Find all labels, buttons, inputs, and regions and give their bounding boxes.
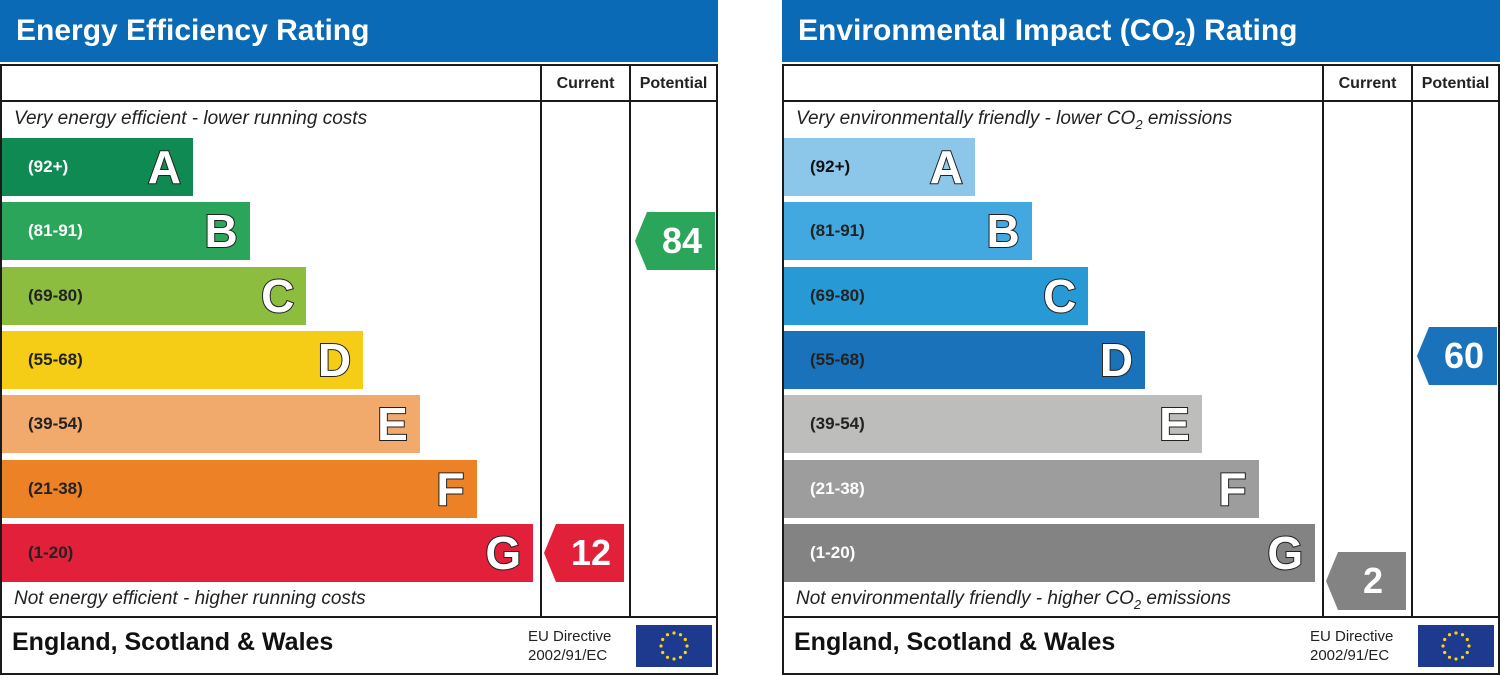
band-letter: B <box>203 204 238 258</box>
potential-rating-indicator: 84 <box>635 212 715 271</box>
band-range: (81-91) <box>810 221 865 241</box>
environmental-impact-title: Environmental Impact (CO2) Rating <box>782 0 1500 62</box>
rating-band-c: (69-80) C <box>784 266 1089 325</box>
current-rating-value: 12 <box>570 531 612 573</box>
band-range: (92+) <box>28 157 69 176</box>
band-range: (39-54) <box>28 414 83 434</box>
divider <box>0 616 718 618</box>
energy-efficiency-title: Energy Efficiency Rating <box>0 0 718 62</box>
band-range: (55-68) <box>810 349 865 369</box>
current-column-header: Current <box>556 75 615 92</box>
energy-efficiency-panel: Energy Efficiency Rating Current Potenti… <box>0 0 718 675</box>
bottom-caption: Not energy efficient - higher running co… <box>14 588 366 609</box>
region-label: England, Scotland & Wales <box>12 628 334 656</box>
current-rating-value: 2 <box>1362 559 1384 601</box>
band-letter: D <box>317 333 352 387</box>
current-rating-indicator: 12 <box>544 523 624 582</box>
current-rating-indicator: 2 <box>1326 551 1406 610</box>
rating-band-f: (21-38) F <box>784 459 1259 518</box>
current-column-header: Current <box>1338 75 1397 92</box>
divider <box>782 100 1500 102</box>
rating-band-b: (81-91) B <box>784 202 1032 261</box>
potential-column-header: Potential <box>639 75 708 92</box>
rating-band-b: (81-91) B <box>2 202 250 261</box>
band-letter: C <box>1042 269 1077 323</box>
band-letter: A <box>147 140 182 194</box>
band-letter: B <box>985 204 1020 258</box>
band-range: (69-80) <box>810 285 865 305</box>
band-letter: E <box>376 397 409 451</box>
rating-band-c: (69-80) C <box>2 266 307 325</box>
region-label: England, Scotland & Wales <box>794 628 1116 656</box>
band-letter: G <box>484 526 522 580</box>
rating-band-f: (21-38) F <box>2 459 477 518</box>
band-letter: F <box>435 462 465 516</box>
rating-band-d: (55-68) D <box>784 330 1146 389</box>
band-range: (39-54) <box>810 414 865 434</box>
divider <box>782 616 1500 618</box>
top-caption: Very energy efficient - lower running co… <box>14 108 368 129</box>
band-letter: A <box>929 140 964 194</box>
divider <box>0 100 718 102</box>
band-range: (55-68) <box>28 349 83 369</box>
rating-band-e: (39-54) E <box>784 395 1202 454</box>
eu-directive-label: EU Directive 2002/91/EC <box>528 628 612 664</box>
band-letter: C <box>260 269 295 323</box>
rating-band-g: (1-20) G <box>2 523 534 582</box>
band-range: (81-91) <box>28 221 83 241</box>
band-range: (69-80) <box>28 285 83 305</box>
divider <box>1411 64 1413 618</box>
divider <box>1322 64 1324 618</box>
rating-band-a: (92+) A <box>784 138 975 196</box>
top-caption: Very environmentally friendly - lower CO… <box>796 108 1233 132</box>
band-range: (21-38) <box>810 478 865 498</box>
rating-band-a: (92+) A <box>2 138 193 196</box>
band-range: (92+) <box>810 157 851 176</box>
band-range: (1-20) <box>810 542 856 562</box>
potential-rating-value: 84 <box>661 220 703 262</box>
rating-band-e: (39-54) E <box>2 395 420 454</box>
bottom-caption: Not environmentally friendly - higher CO… <box>796 588 1231 612</box>
potential-rating-value: 60 <box>1443 334 1485 376</box>
band-letter: E <box>1158 397 1191 451</box>
eu-flag-icon <box>636 625 712 667</box>
band-letter: G <box>1266 526 1304 580</box>
divider <box>540 64 542 618</box>
band-range: (1-20) <box>28 542 74 562</box>
divider <box>629 64 631 618</box>
band-letter: D <box>1099 333 1134 387</box>
band-letter: F <box>1217 462 1247 516</box>
eu-flag-icon <box>1418 625 1494 667</box>
eu-directive-label: EU Directive 2002/91/EC <box>1310 628 1394 664</box>
band-range: (21-38) <box>28 478 83 498</box>
rating-band-g: (1-20) G <box>784 523 1316 582</box>
potential-column-header: Potential <box>1421 75 1490 92</box>
potential-rating-indicator: 60 <box>1417 326 1497 385</box>
rating-band-d: (55-68) D <box>2 330 364 389</box>
environmental-impact-panel: Environmental Impact (CO2) Rating Curren… <box>782 0 1500 675</box>
